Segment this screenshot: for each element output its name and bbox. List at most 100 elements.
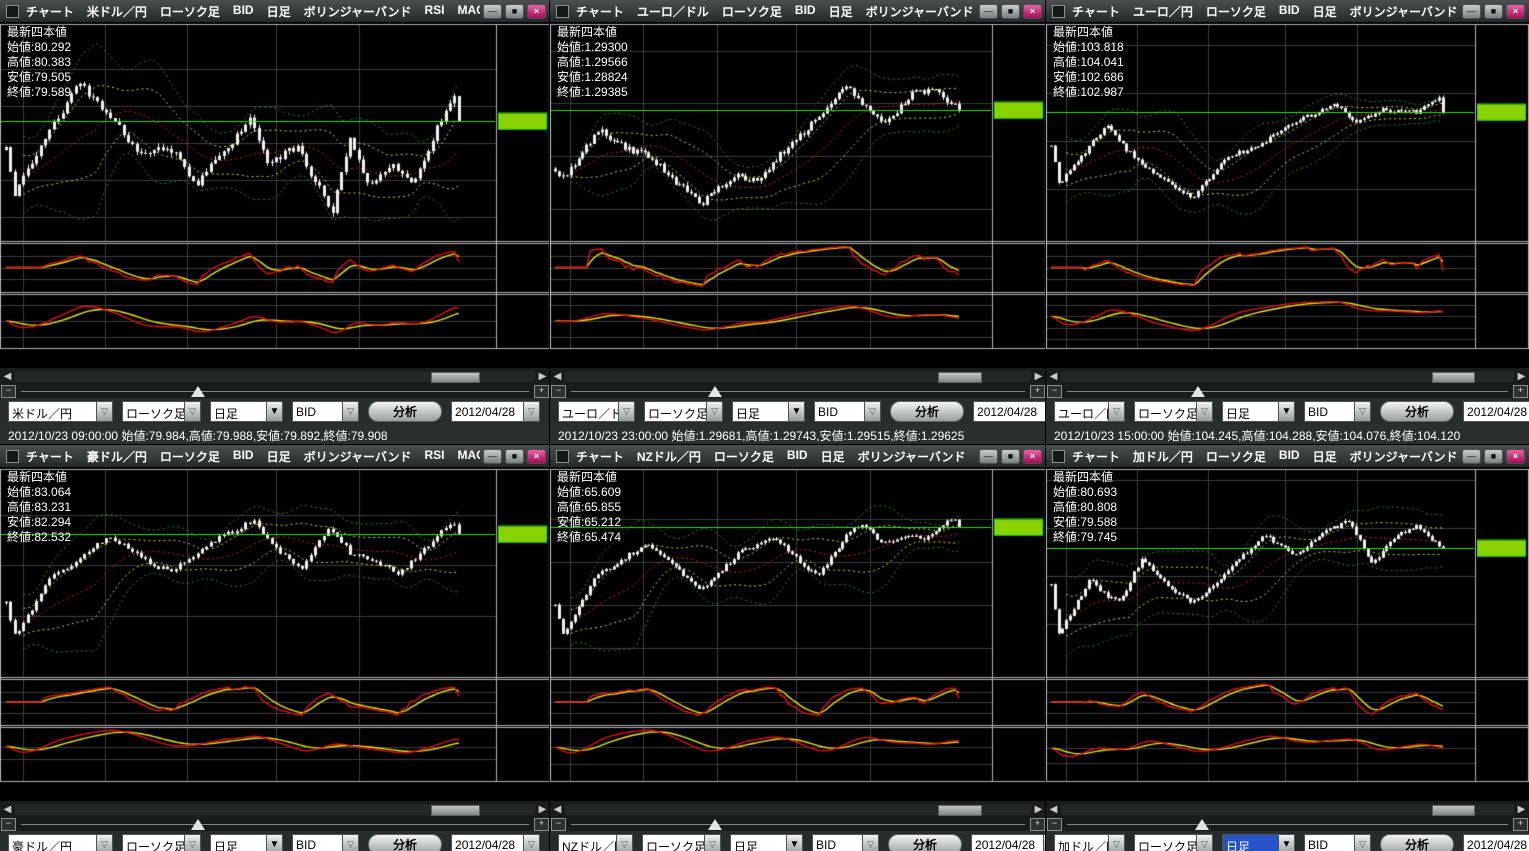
- chevron-down-icon[interactable]: ▽: [616, 833, 633, 851]
- price-chart-canvas[interactable]: [1046, 22, 1529, 368]
- analyze-button[interactable]: 分析: [890, 400, 965, 422]
- scrollbar-thumb[interactable]: [1432, 372, 1475, 383]
- menu-item[interactable]: BID: [232, 2, 254, 17]
- zoom-in-button[interactable]: +: [1030, 385, 1045, 398]
- chevron-down-icon[interactable]: ▽: [1108, 833, 1125, 851]
- zoom-slider-track[interactable]: [1063, 385, 1512, 398]
- zoom-slider-track[interactable]: [567, 385, 1029, 398]
- menu-item[interactable]: ローソク足: [713, 449, 774, 464]
- zoom-slider-thumb[interactable]: [190, 386, 205, 397]
- period-select[interactable]: 日足 ▼: [732, 400, 805, 422]
- candle-type-select[interactable]: ローソク足 ▽: [122, 400, 201, 422]
- chevron-down-icon[interactable]: ▽: [96, 833, 113, 851]
- menu-item[interactable]: BID: [794, 2, 816, 17]
- candle-type-select[interactable]: ローソク足 ▽: [1134, 400, 1213, 422]
- chevron-down-icon[interactable]: ▽: [1354, 400, 1371, 422]
- analyze-button[interactable]: 分析: [1380, 833, 1455, 851]
- menu-item[interactable]: 日足: [1312, 4, 1337, 19]
- zoom-slider-track[interactable]: [17, 818, 533, 831]
- menu-item[interactable]: ユーロ／円: [1132, 4, 1193, 19]
- chevron-down-icon[interactable]: ▽: [523, 400, 541, 422]
- zoom-out-button[interactable]: −: [551, 818, 566, 831]
- menu-item[interactable]: RSI: [424, 447, 445, 462]
- chevron-down-icon[interactable]: ▽: [864, 400, 881, 422]
- chevron-down-icon[interactable]: ▼: [1278, 833, 1295, 851]
- scrollbar-thumb[interactable]: [1432, 805, 1475, 816]
- close-button[interactable]: ×: [1506, 3, 1525, 19]
- bid-ask-select[interactable]: BID ▽: [1304, 400, 1371, 422]
- minimize-button[interactable]: —: [1462, 448, 1481, 464]
- zoom-slider-track[interactable]: [567, 818, 1029, 831]
- period-select[interactable]: 日足 ▼: [210, 400, 283, 422]
- menu-item[interactable]: ローソク足: [1205, 4, 1266, 19]
- menu-item[interactable]: ローソク足: [159, 449, 220, 464]
- menu-item[interactable]: 日足: [828, 4, 853, 19]
- menu-item[interactable]: チャート: [26, 449, 74, 464]
- pair-select[interactable]: 加ドル／円▽: [1054, 833, 1125, 851]
- candle-type-select[interactable]: ローソク足 ▽: [642, 833, 721, 851]
- chevron-down-icon[interactable]: ▽: [184, 833, 201, 851]
- zoom-out-button[interactable]: −: [1, 818, 16, 831]
- minimize-button[interactable]: —: [1462, 3, 1481, 19]
- scrollbar-track[interactable]: [1061, 804, 1514, 816]
- period-select[interactable]: 日足 ▼: [730, 833, 803, 851]
- chevron-down-icon[interactable]: ▽: [1045, 400, 1046, 422]
- analyze-button[interactable]: 分析: [368, 833, 443, 851]
- scrollbar-thumb[interactable]: [938, 805, 983, 816]
- scrollbar-track[interactable]: [15, 371, 535, 383]
- chevron-down-icon[interactable]: ▽: [704, 833, 721, 851]
- menu-item[interactable]: RSI: [424, 2, 445, 17]
- zoom-slider-track[interactable]: [17, 385, 533, 398]
- scroll-left-icon[interactable]: ◀: [553, 804, 562, 815]
- menu-item[interactable]: ボリンジャーバンド: [857, 449, 966, 464]
- price-chart-canvas[interactable]: [0, 467, 550, 801]
- menu-item[interactable]: 日足: [820, 449, 845, 464]
- bid-ask-select[interactable]: BID ▽: [292, 833, 359, 851]
- price-chart-canvas[interactable]: [550, 22, 1046, 368]
- zoom-slider-thumb[interactable]: [1190, 386, 1205, 397]
- zoom-out-button[interactable]: −: [1, 385, 16, 398]
- date-select[interactable]: 2012/04/28▽: [451, 400, 541, 422]
- maximize-button[interactable]: ■: [1484, 448, 1503, 464]
- menu-item[interactable]: MACD: [457, 447, 480, 462]
- chevron-down-icon[interactable]: ▽: [96, 400, 113, 422]
- zoom-in-button[interactable]: +: [534, 818, 549, 831]
- pair-select[interactable]: 豪ドル／円 ▽: [8, 833, 113, 851]
- bid-ask-select[interactable]: BID ▽: [292, 400, 359, 422]
- chevron-down-icon[interactable]: ▼: [786, 833, 803, 851]
- scroll-left-icon[interactable]: ◀: [3, 804, 12, 815]
- scrollbar-track[interactable]: [1061, 371, 1514, 383]
- menu-item[interactable]: MACD: [457, 2, 480, 17]
- scroll-left-icon[interactable]: ◀: [1049, 804, 1058, 815]
- chevron-down-icon[interactable]: ▼: [1278, 400, 1295, 422]
- analyze-button[interactable]: 分析: [368, 400, 443, 422]
- price-chart-canvas[interactable]: [550, 467, 1046, 801]
- zoom-slider-thumb[interactable]: [190, 819, 205, 830]
- date-select[interactable]: 2012/04/28▽: [1463, 833, 1529, 851]
- period-select[interactable]: 日足 ▼: [210, 833, 283, 851]
- menu-item[interactable]: ボリンジャーバンド: [1349, 4, 1458, 19]
- minimize-button[interactable]: —: [979, 3, 998, 19]
- candle-type-select[interactable]: ローソク足 ▽: [644, 400, 723, 422]
- chevron-down-icon[interactable]: ▼: [266, 400, 283, 422]
- pair-select[interactable]: 米ドル／円 ▽: [8, 400, 113, 422]
- maximize-button[interactable]: ■: [505, 3, 524, 19]
- zoom-in-button[interactable]: +: [1513, 818, 1528, 831]
- scrollbar-thumb[interactable]: [431, 805, 481, 816]
- chevron-down-icon[interactable]: ▽: [342, 400, 359, 422]
- date-select[interactable]: 2012/04/28▽: [451, 833, 541, 851]
- menu-item[interactable]: 日足: [1312, 449, 1337, 464]
- zoom-slider-thumb[interactable]: [1195, 819, 1210, 830]
- minimize-button[interactable]: —: [979, 448, 998, 464]
- chevron-down-icon[interactable]: ▽: [1108, 400, 1125, 422]
- period-select[interactable]: 日足 ▼: [1222, 833, 1295, 851]
- menu-item[interactable]: チャート: [1072, 4, 1120, 19]
- menu-item[interactable]: 日足: [266, 4, 291, 19]
- date-select[interactable]: 2012/04/28▽: [1463, 400, 1529, 422]
- zoom-slider-thumb[interactable]: [707, 819, 722, 830]
- bid-ask-select[interactable]: BID ▽: [1304, 833, 1371, 851]
- menu-item[interactable]: BID: [786, 447, 808, 462]
- chevron-down-icon[interactable]: ▼: [266, 833, 283, 851]
- maximize-button[interactable]: ■: [1001, 448, 1020, 464]
- scroll-right-icon[interactable]: ▶: [1517, 804, 1526, 815]
